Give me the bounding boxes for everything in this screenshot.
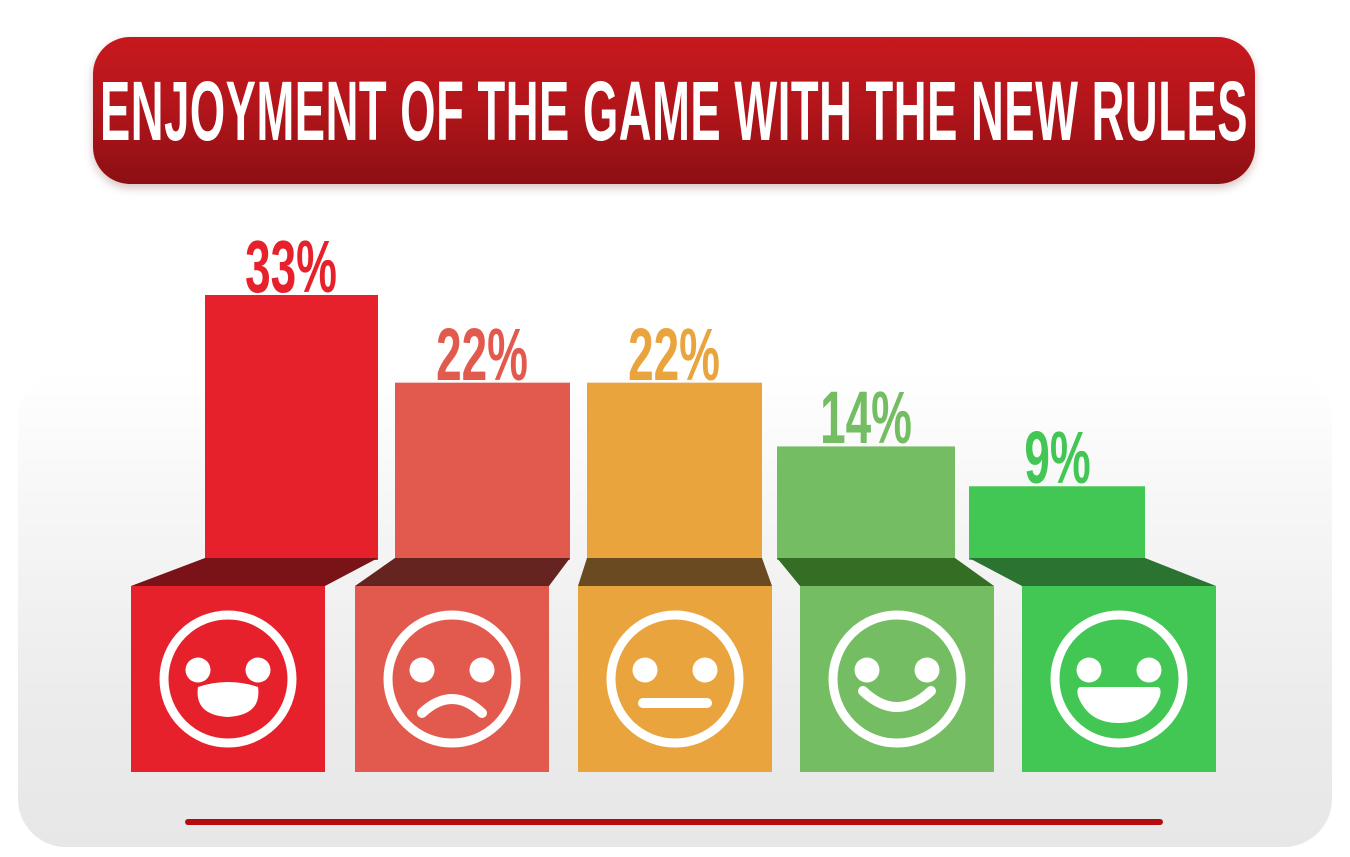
left-eye — [1076, 657, 1102, 683]
left-eye — [854, 657, 880, 683]
bar-value-text: 9% — [1023, 416, 1091, 500]
mouth — [197, 682, 259, 717]
bar-group-very-unhappy — [131, 295, 378, 772]
bar-group-happy — [777, 446, 994, 772]
face-outline — [159, 610, 297, 748]
bar-value-label: 22% — [373, 312, 593, 396]
bar-very-happy — [969, 486, 1145, 560]
bar-happy — [777, 446, 955, 560]
right-eye — [914, 657, 940, 683]
right-eye — [469, 657, 495, 683]
sad-face-icon — [383, 610, 521, 748]
face-outline — [383, 610, 521, 748]
face-outline — [828, 610, 966, 748]
title-banner: ENJOYMENT OF THE GAME WITH THE NEW RULES — [93, 37, 1255, 184]
bar-value-text: 33% — [245, 225, 338, 308]
bar-group-very-happy — [969, 486, 1216, 772]
grin-face-icon — [1050, 610, 1188, 748]
bar-neutral — [587, 382, 762, 560]
left-eye — [409, 657, 435, 683]
mouth — [417, 694, 487, 718]
face-outline — [606, 610, 744, 748]
bar-value-label: 9% — [947, 421, 1167, 495]
bar-value-label: 22% — [565, 312, 785, 396]
bar-value-label: 14% — [756, 381, 976, 455]
mouth — [1077, 687, 1161, 723]
bar-value-label: 33% — [182, 230, 402, 304]
right-eye — [692, 657, 718, 683]
neutral-face-icon — [606, 610, 744, 748]
bar-group-unhappy — [355, 382, 570, 772]
box-lid — [969, 558, 1216, 586]
face-outline — [1050, 610, 1188, 748]
mouth — [858, 686, 936, 712]
box-lid — [578, 558, 772, 586]
bar-very-unhappy — [205, 295, 378, 560]
left-eye — [185, 657, 211, 683]
bar-value-text: 22% — [436, 312, 529, 396]
box-lid — [131, 558, 378, 586]
bar-value-text: 22% — [628, 312, 721, 396]
chart-title-text: ENJOYMENT OF THE GAME WITH THE NEW RULES — [99, 63, 1249, 158]
bar-group-neutral — [578, 382, 772, 772]
footer-divider-line — [185, 819, 1163, 825]
box-lid — [355, 558, 570, 586]
smile-face-icon — [828, 610, 966, 748]
box-lid — [777, 558, 994, 586]
bar-value-text: 14% — [820, 376, 912, 460]
bar-unhappy — [395, 382, 570, 560]
right-eye — [1136, 657, 1162, 683]
right-eye — [245, 657, 271, 683]
very-sad-face-icon — [159, 610, 297, 748]
left-eye — [632, 657, 658, 683]
chart-title: ENJOYMENT OF THE GAME WITH THE NEW RULES — [93, 69, 1255, 153]
